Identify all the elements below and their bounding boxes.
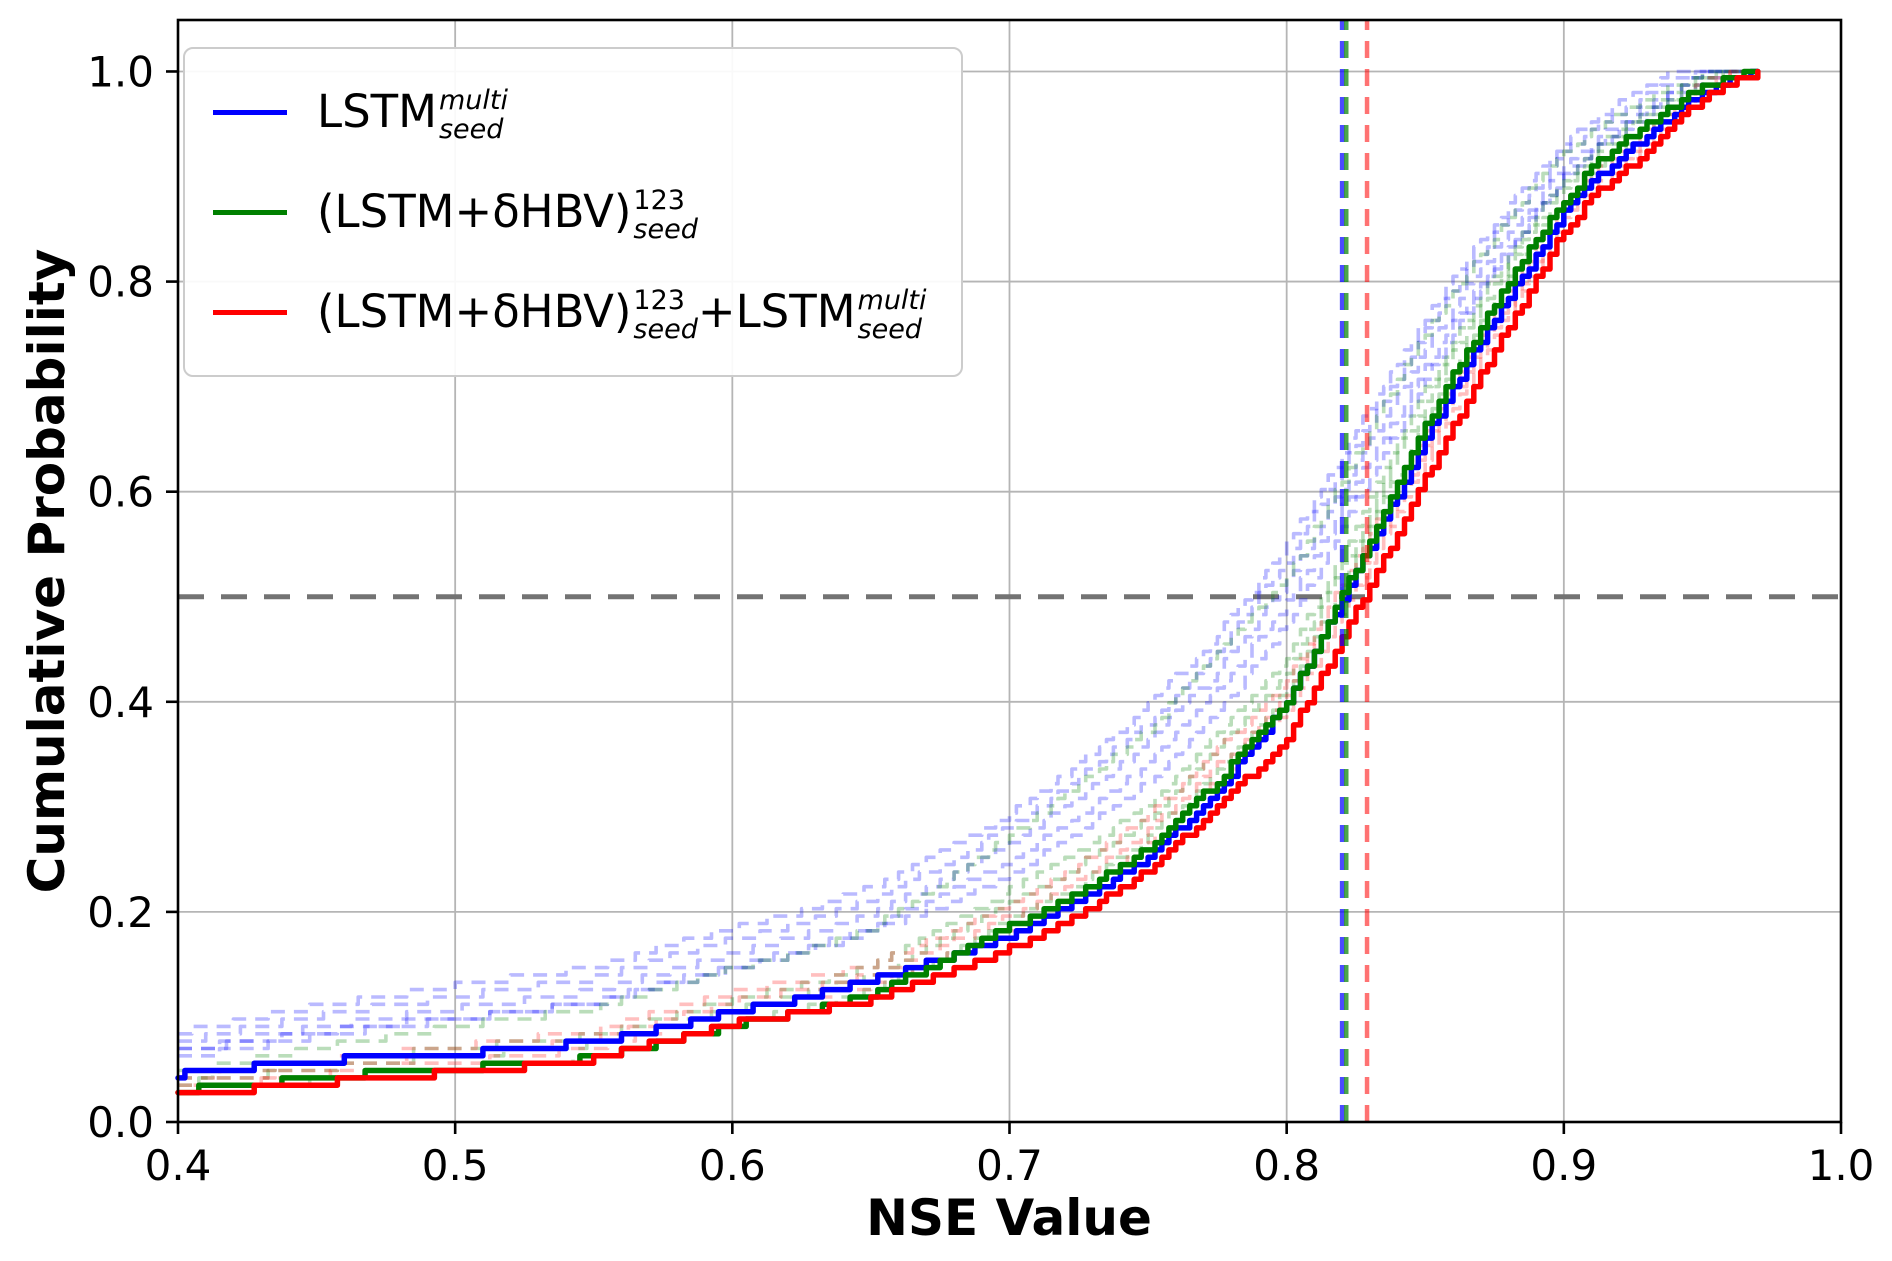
legend-supsub: 123 seed bbox=[633, 285, 698, 346]
y-tick-label: 0.2 bbox=[87, 888, 154, 937]
y-tick-label: 1.0 bbox=[87, 47, 154, 96]
cdf-curve bbox=[175, 68, 1761, 1096]
legend-supsub: 123 seed bbox=[633, 185, 698, 246]
legend-entry: LSTM multi seed bbox=[213, 69, 927, 155]
ensemble-member-curve bbox=[178, 69, 1758, 1058]
x-tick-label: 0.4 bbox=[145, 1141, 212, 1190]
y-tick-label: 0.4 bbox=[87, 678, 154, 727]
ensemble-member-curve bbox=[178, 69, 1758, 1087]
legend-supsub: multi seed bbox=[857, 285, 927, 346]
x-tick-label: 0.6 bbox=[699, 1141, 766, 1190]
ensemble-member-curve bbox=[178, 69, 1758, 1036]
legend-label: (LSTM+δHBV) 123 seed +LSTM multi seed bbox=[317, 285, 927, 346]
y-axis-label: Cumulative Probability bbox=[18, 248, 76, 894]
ensemble-member-curve bbox=[178, 69, 1758, 1043]
ensemble-member-curve bbox=[178, 69, 1758, 1073]
y-tick-label: 0.6 bbox=[87, 468, 154, 517]
legend-entry: (LSTM+δHBV) 123 seed bbox=[213, 169, 927, 255]
cdf-curve bbox=[175, 68, 1761, 1096]
legend-supsub: multi seed bbox=[438, 85, 508, 146]
x-tick-label: 0.5 bbox=[422, 1141, 489, 1190]
x-axis-label: NSE Value bbox=[866, 1189, 1152, 1247]
legend-line-swatch bbox=[213, 309, 287, 315]
x-tick-label: 0.9 bbox=[1530, 1141, 1597, 1190]
y-tick-label: 0.0 bbox=[87, 1098, 154, 1147]
ensemble-member-curve bbox=[178, 69, 1758, 1051]
legend-line-swatch bbox=[213, 109, 287, 115]
legend-label: LSTM multi seed bbox=[317, 85, 508, 146]
ensemble-member-curve bbox=[178, 69, 1758, 1087]
x-tick-label: 0.8 bbox=[1253, 1141, 1320, 1190]
ensemble-member-curve bbox=[178, 69, 1758, 1051]
legend-line-swatch bbox=[213, 209, 287, 215]
legend-label: (LSTM+δHBV) 123 seed bbox=[317, 185, 698, 246]
ensemble-member-curve bbox=[178, 69, 1758, 1095]
legend-entry: (LSTM+δHBV) 123 seed +LSTM multi seed bbox=[213, 269, 927, 355]
legend: LSTM multi seed (LSTM+δHBV) 123 seed (LSTM+δHB… bbox=[183, 47, 963, 377]
y-tick-label: 0.8 bbox=[87, 258, 154, 307]
x-tick-label: 0.7 bbox=[976, 1141, 1043, 1190]
x-tick-label: 1.0 bbox=[1808, 1141, 1875, 1190]
ensemble-member-curve bbox=[178, 69, 1758, 1080]
